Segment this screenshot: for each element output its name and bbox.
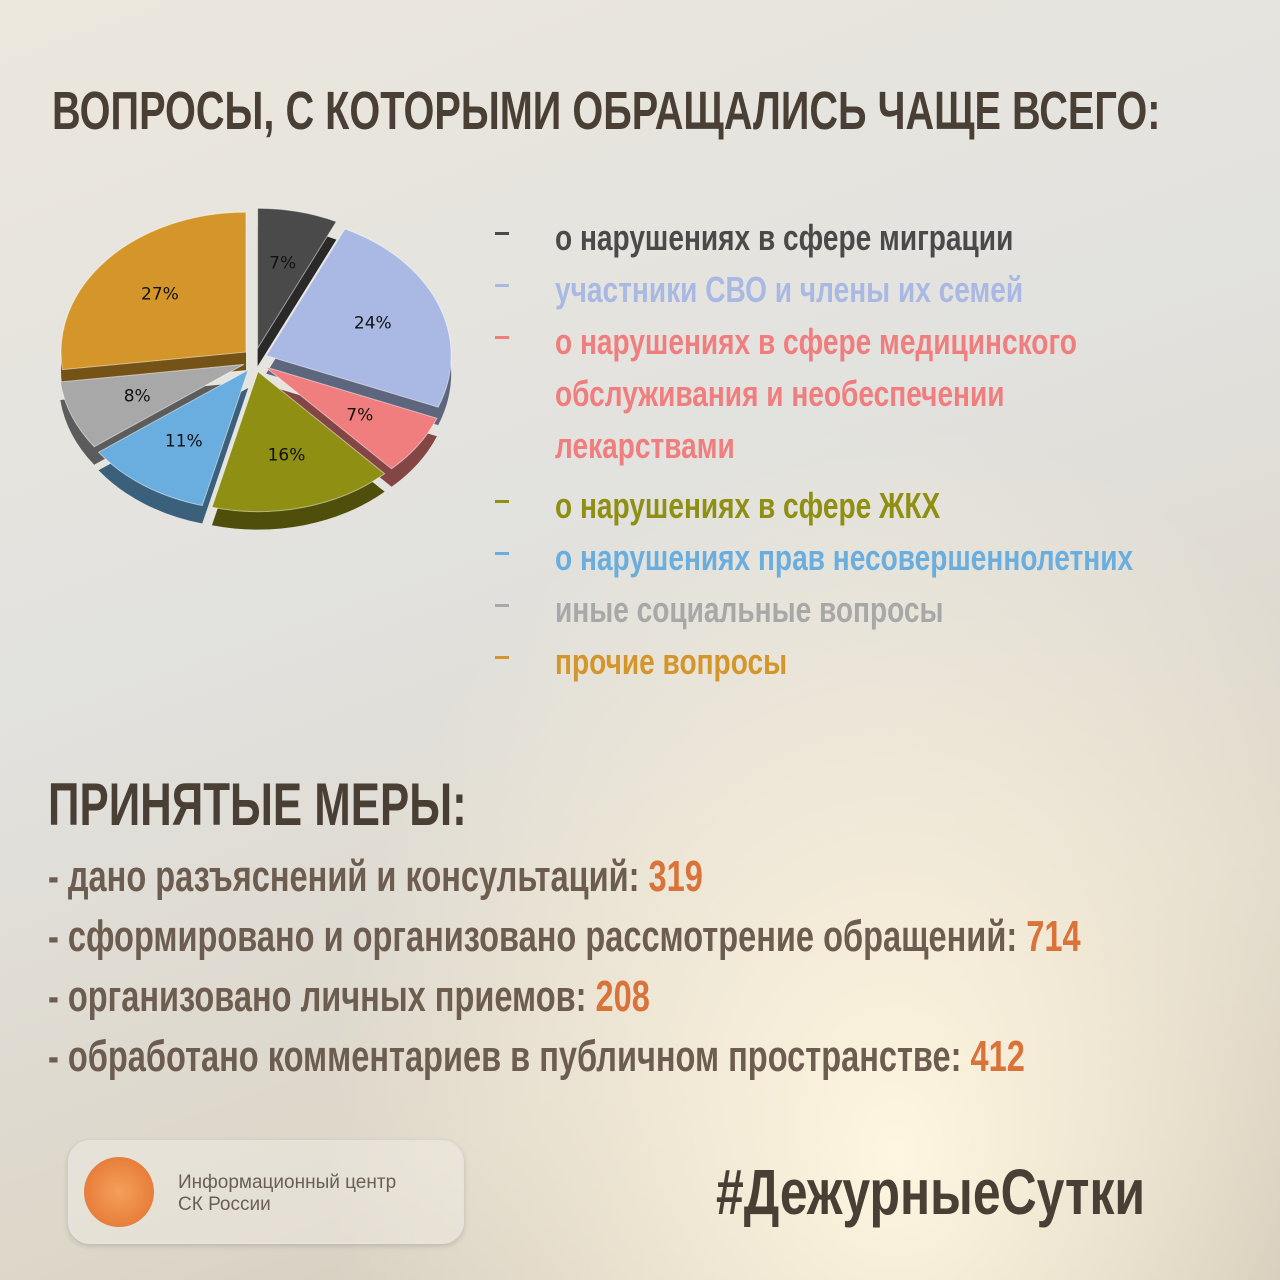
legend: о нарушениях в сфере миграции участники С…	[495, 210, 1280, 686]
logo-badge: Информационный центр СК России	[68, 1140, 464, 1244]
legend-item: прочие вопросы	[495, 634, 1280, 686]
legend-dash	[495, 284, 509, 287]
slice	[59, 363, 245, 448]
legend-dash	[495, 336, 509, 339]
measure-value: 319	[648, 852, 703, 901]
legend-dash	[495, 232, 509, 235]
legend-item: о нарушениях в сфере ЖКХ	[495, 478, 1280, 530]
legend-label: иные социальные вопросы	[555, 589, 944, 630]
slice	[264, 366, 438, 470]
slice	[60, 211, 247, 371]
slice-label: 8%	[124, 386, 151, 406]
legend-item: о нарушениях прав несовершеннолетних	[495, 530, 1280, 582]
emblem	[84, 1157, 154, 1227]
logo-line: СК России	[178, 1194, 271, 1215]
legend-label: о нарушениях в сфере миграции	[555, 217, 1014, 258]
legend-item: иные социальные вопросы	[495, 582, 1280, 634]
legend-label: о нарушениях прав несовершеннолетних	[555, 537, 1134, 578]
logo-line: Информационный центр	[178, 1172, 397, 1193]
legend-dash	[495, 552, 509, 555]
measures-title: ПРИНЯТЫЕ МЕРЫ:	[48, 771, 467, 838]
legend-item: о нарушениях в сфере медицинского обслуж…	[495, 314, 1280, 470]
measure-value: 412	[970, 1032, 1025, 1081]
slice	[265, 228, 452, 408]
legend-item: участники СВО и члены их семей	[495, 262, 1280, 314]
slice-label: 24%	[354, 314, 392, 334]
slice	[97, 368, 250, 507]
measure-label: - дано разъяснений и консультаций:	[48, 852, 640, 901]
slice-label: 11%	[165, 432, 203, 452]
legend-label: прочие вопросы	[555, 641, 788, 682]
slice-label: 7%	[346, 406, 373, 426]
legend-label: участники СВО и члены их семей	[555, 269, 1024, 310]
measure-label: - организовано личных приемов:	[48, 972, 587, 1021]
legend-item: о нарушениях в сфере миграции	[495, 210, 1280, 262]
pie-chart: 7% 24% 7% 16% 11% 8% 27%	[59, 207, 452, 530]
measure-value: 208	[595, 972, 650, 1021]
slice	[257, 207, 338, 351]
measure-item: - дано разъяснений и консультаций: 319	[48, 852, 703, 902]
slice-label: 16%	[268, 446, 306, 466]
hashtag: #ДежурныеСутки	[716, 1156, 1146, 1228]
legend-dash	[495, 656, 509, 659]
slice	[211, 370, 386, 513]
legend-dash	[495, 500, 509, 503]
chart-title: ВОПРОСЫ, С КОТОРЫМИ ОБРАЩАЛИСЬ ЧАЩЕ ВСЕГ…	[52, 81, 1161, 141]
measure-item: - сформировано и организовано рассмотрен…	[48, 912, 1081, 962]
logo-text: Информационный центр СК России	[178, 1172, 396, 1216]
measure-item: - организовано личных приемов: 208	[48, 972, 650, 1022]
measure-label: - сформировано и организовано рассмотрен…	[48, 912, 1018, 961]
legend-dash	[495, 604, 509, 607]
legend-label: о нарушениях в сфере медицинского обслуж…	[555, 321, 1077, 466]
measure-item: - обработано комментариев в публичном пр…	[48, 1032, 1025, 1082]
measure-label: - обработано комментариев в публичном пр…	[48, 1032, 962, 1081]
slice-label: 7%	[269, 254, 296, 274]
legend-label: о нарушениях в сфере ЖКХ	[555, 485, 941, 526]
measure-value: 714	[1026, 912, 1081, 961]
slice-label: 27%	[141, 285, 179, 305]
